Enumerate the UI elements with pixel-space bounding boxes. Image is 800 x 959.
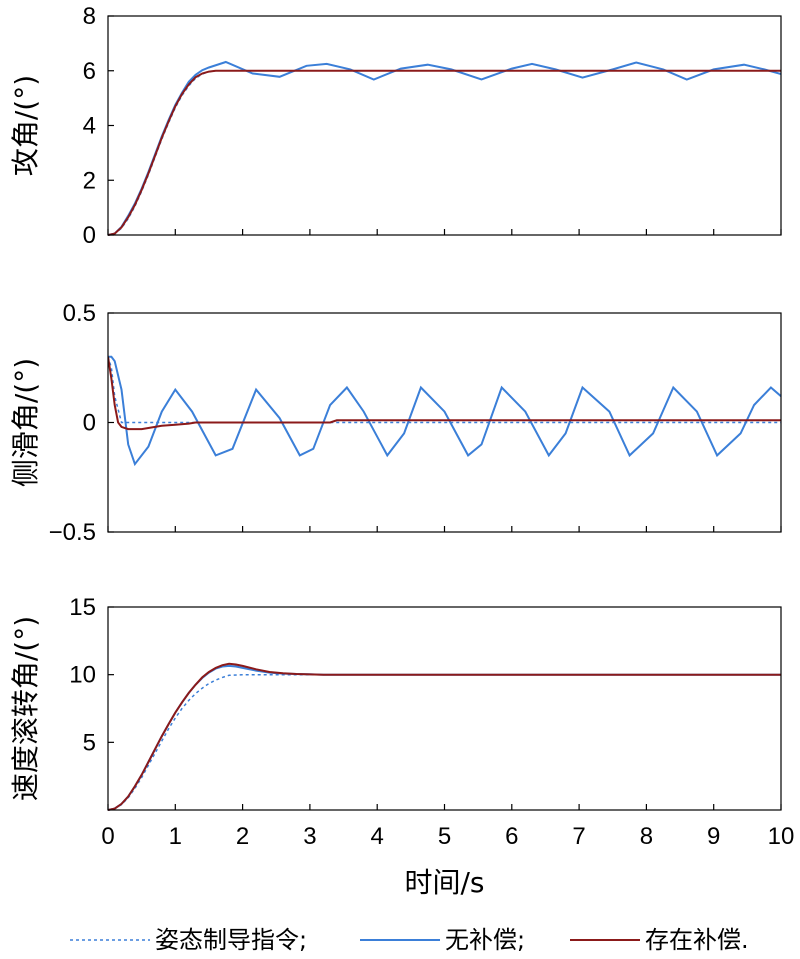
angle-of-attack-series-compensated bbox=[108, 69, 781, 236]
bank-angle-ytick-label: 15 bbox=[69, 594, 96, 621]
bank-angle-xtick-label: 0 bbox=[101, 823, 114, 850]
bank-angle-series-command bbox=[108, 673, 781, 811]
sideslip-angle-series-uncompensated bbox=[108, 355, 781, 467]
bank-angle-series-uncompensated bbox=[108, 664, 781, 811]
bank-angle-xtick-label: 9 bbox=[707, 823, 720, 850]
angle-of-attack-series-command bbox=[108, 70, 781, 236]
angle-of-attack-ytick-label: 4 bbox=[83, 113, 96, 140]
sideslip-angle-panel: −0.5 0 0.5 侧滑角/(°) bbox=[9, 300, 782, 546]
bank-angle-ylabel: 速度滚转角/(°) bbox=[9, 616, 42, 801]
bank-angle-ytick-label: 5 bbox=[83, 729, 96, 756]
bank-angle-xtick-label: 4 bbox=[371, 823, 384, 850]
legend-label-3: 存在补偿. bbox=[645, 926, 749, 954]
x-axis-title: 时间/s bbox=[404, 866, 484, 899]
angle-of-attack-plot-frame bbox=[107, 15, 782, 236]
legend-label-1: 姿态制导指令; bbox=[155, 926, 307, 954]
bank-angle-xtick-label: 3 bbox=[303, 823, 316, 850]
bank-angle-xtick-label: 7 bbox=[572, 823, 585, 850]
sideslip-angle-ylabel: 侧滑角/(°) bbox=[9, 358, 42, 487]
angle-of-attack-ytick-label: 2 bbox=[83, 167, 96, 194]
angle-of-attack-ytick-label: 8 bbox=[83, 3, 96, 30]
legend: 姿态制导指令; 无补偿; 存在补偿. bbox=[70, 926, 749, 954]
bank-angle-xtick-label: 2 bbox=[236, 823, 249, 850]
sideslip-angle-ytick-label: 0.5 bbox=[63, 300, 96, 327]
angle-of-attack-ytick-label: 0 bbox=[83, 222, 96, 249]
bank-angle-panel: 5 10 15 速度滚转角/(°) 0 1 2 3 4 5 6 7 8 9 10 时间/s bbox=[9, 594, 794, 899]
bank-angle-xtick-label: 1 bbox=[169, 823, 182, 850]
sideslip-angle-ytick-label: −0.5 bbox=[49, 519, 96, 546]
bank-angle-plot-frame bbox=[107, 606, 782, 811]
sideslip-angle-ytick-label: 0 bbox=[83, 410, 96, 437]
bank-angle-xtick-label: 10 bbox=[768, 823, 795, 850]
bank-angle-xtick-label: 6 bbox=[505, 823, 518, 850]
bank-angle-ytick-label: 10 bbox=[69, 662, 96, 689]
angle-of-attack-ylabel: 攻角/(°) bbox=[9, 75, 42, 176]
angle-of-attack-ytick-label: 6 bbox=[83, 58, 96, 85]
bank-angle-xtick-label: 5 bbox=[438, 823, 451, 850]
sideslip-angle-series-compensated bbox=[108, 356, 781, 431]
bank-angle-series-compensated bbox=[108, 662, 781, 811]
legend-label-2: 无补偿; bbox=[445, 926, 525, 954]
angle-of-attack-series-uncompensated bbox=[108, 60, 781, 236]
angle-of-attack-panel: 0 2 4 6 8 攻角/(°) bbox=[9, 3, 782, 249]
bank-angle-xtick-label: 8 bbox=[640, 823, 653, 850]
